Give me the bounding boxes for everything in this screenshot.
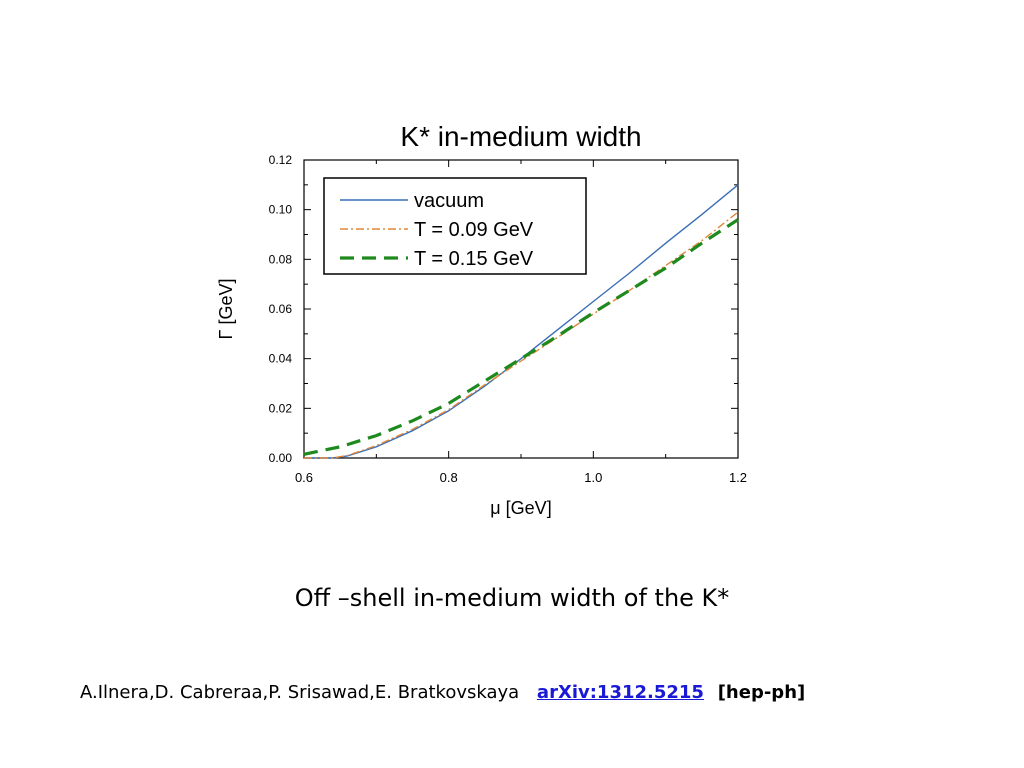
citation-category: [hep-ph] — [717, 682, 806, 703]
arxiv-link[interactable]: arXiv:1312.5215 — [536, 682, 704, 703]
legend-label: T = 0.09 GeV — [414, 219, 534, 241]
y-tick-label: 0.00 — [269, 451, 293, 465]
x-tick-label: 1.0 — [584, 470, 602, 485]
y-tick-label: 0.12 — [269, 153, 293, 167]
slide-caption: Off –shell in-medium width of the K* — [294, 584, 730, 612]
y-axis-label: Γ [GeV] — [216, 279, 236, 340]
series-line-1 — [304, 211, 739, 459]
y-tick-label: 0.06 — [269, 302, 293, 316]
x-axis-label: μ [GeV] — [490, 498, 551, 518]
series-line-2 — [303, 218, 739, 456]
x-tick-label: 0.6 — [295, 470, 313, 485]
y-tick-label: 0.10 — [269, 203, 293, 217]
citation: A.Ilnera,D. Cabreraa,P. Srisawad,E. Brat… — [80, 682, 805, 703]
y-tick-label: 0.02 — [269, 401, 293, 415]
x-tick-label: 0.8 — [440, 470, 458, 485]
y-tick-label: 0.08 — [269, 252, 293, 266]
chart: K* in-medium width 0.00 0.02 0.04 0.06 0.08 0.… — [216, 121, 747, 518]
chart-title: K* in-medium width — [400, 121, 641, 152]
legend-label: vacuum — [414, 190, 484, 212]
y-tick-label: 0.04 — [269, 352, 293, 366]
legend-label: T = 0.15 GeV — [414, 248, 534, 270]
x-tick-label: 1.2 — [729, 470, 747, 485]
citation-authors: A.Ilnera,D. Cabreraa,P. Srisawad,E. Brat… — [80, 682, 520, 703]
